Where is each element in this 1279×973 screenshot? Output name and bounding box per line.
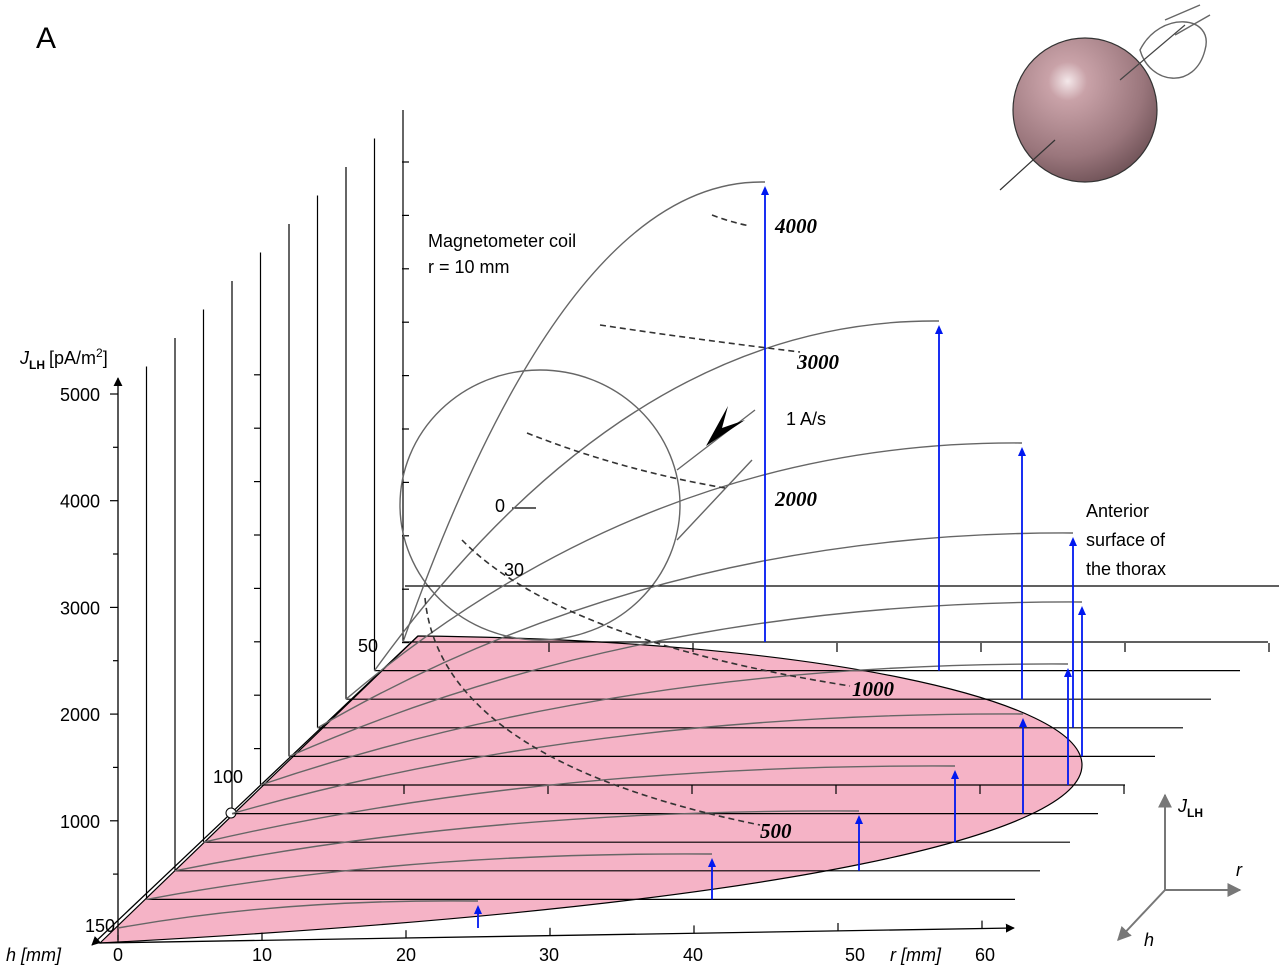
field-curve xyxy=(174,810,859,872)
r-tick-label: 20 xyxy=(396,945,416,965)
j-unit-close: ] xyxy=(103,348,108,368)
field-curve xyxy=(345,442,1022,700)
j-unit: [pA/m xyxy=(49,348,96,368)
h-axis-label: h [mm] xyxy=(6,945,62,965)
key-j: J xyxy=(1177,796,1188,816)
r-axis-label: r [mm] xyxy=(890,945,942,965)
current-arrowhead xyxy=(761,186,769,195)
current-arrowhead xyxy=(855,815,863,824)
iso-contour xyxy=(526,432,726,489)
h-axis xyxy=(91,635,419,946)
key-label: r xyxy=(1236,860,1243,880)
field-curve xyxy=(260,663,1068,786)
contour-label: 3000 xyxy=(796,350,840,374)
h-tick-label: 50 xyxy=(358,636,378,656)
key-axis xyxy=(1117,889,1166,942)
coil-label: Magnetometer coil xyxy=(428,231,576,251)
iso-contour xyxy=(424,597,761,826)
h-tick-label: 30 xyxy=(504,560,524,580)
j-tick-label: 1000 xyxy=(60,812,100,832)
current-arrowhead xyxy=(1069,537,1077,546)
current-arrowhead xyxy=(1064,668,1072,677)
contour-label: 4000 xyxy=(774,214,818,238)
coil-label: r = 10 mm xyxy=(428,257,510,277)
r-tick-label: 40 xyxy=(683,945,703,965)
r-axis xyxy=(99,923,1015,944)
iso-contour xyxy=(461,539,851,687)
j-axis-label: JLH [pA/m2] xyxy=(19,346,108,372)
field-curve xyxy=(146,853,712,901)
field-curve xyxy=(203,765,955,843)
r-tick-label: 10 xyxy=(252,945,272,965)
coil-lead xyxy=(676,409,756,541)
r-tick-label: 30 xyxy=(539,945,559,965)
key-j-sub: LH xyxy=(1187,806,1203,820)
field-curve xyxy=(373,320,939,672)
j-tick-label: 5000 xyxy=(60,385,100,405)
field-curve xyxy=(231,713,1023,815)
field-curve xyxy=(402,181,765,643)
current-arrowhead xyxy=(1078,606,1086,615)
current-arrowhead xyxy=(951,770,959,779)
sphere-icon xyxy=(999,4,1211,191)
surface-label: surface of xyxy=(1086,530,1166,550)
contour-label: 500 xyxy=(760,819,792,843)
h-tick-label: 150 xyxy=(85,916,115,936)
j-symbol: J xyxy=(19,348,30,368)
current-arrowhead xyxy=(708,858,716,867)
iso-contour xyxy=(711,214,751,227)
panel-label: A xyxy=(36,22,56,55)
key-label: JLH xyxy=(1177,796,1203,820)
thorax-region xyxy=(98,635,1083,944)
contour-label: 1000 xyxy=(852,677,895,701)
surface-label: Anterior xyxy=(1086,501,1149,521)
h-tick-label: 0 xyxy=(495,496,505,516)
iso-contour xyxy=(599,324,801,353)
current-arrowhead xyxy=(935,325,943,334)
current-arrowhead xyxy=(1018,447,1026,456)
r-tick-label: 0 xyxy=(113,945,123,965)
j-tick-label: 3000 xyxy=(60,598,100,618)
field-curve xyxy=(117,900,478,929)
h-tick-label: 100 xyxy=(213,767,243,787)
current-arrowhead xyxy=(474,905,482,914)
r-tick-label: 60 xyxy=(975,945,995,965)
field-curve xyxy=(288,601,1082,758)
j-subscript: LH xyxy=(29,358,45,372)
j-tick-label: 2000 xyxy=(60,705,100,725)
current-arrowhead xyxy=(706,406,745,446)
key-label: h xyxy=(1144,930,1154,950)
j-unit-exponent: 2 xyxy=(96,346,103,360)
r-tick-label: 50 xyxy=(845,945,865,965)
surface-label: the thorax xyxy=(1086,559,1166,579)
contour-label: 2000 xyxy=(774,487,818,511)
current-arrowhead xyxy=(1019,718,1027,727)
j-tick-label: 4000 xyxy=(60,492,100,512)
coil xyxy=(399,369,681,641)
rate-label: 1 A/s xyxy=(786,409,826,429)
field-curve xyxy=(317,532,1073,729)
